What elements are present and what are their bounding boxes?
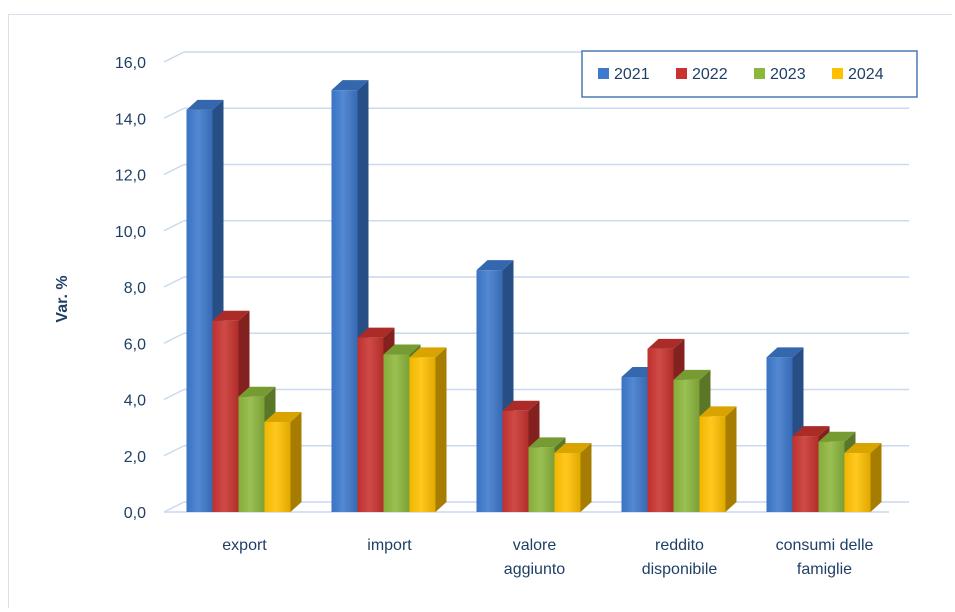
- bar-side: [435, 347, 447, 512]
- legend-swatch: [676, 68, 687, 79]
- bar-front: [383, 354, 410, 512]
- gridline-side: [163, 163, 185, 176]
- bar: [844, 442, 882, 512]
- legend-swatch: [598, 68, 609, 79]
- bar-top: [331, 80, 369, 91]
- legend-swatch: [832, 68, 843, 79]
- bar-front: [621, 377, 648, 512]
- category-label: famiglie: [797, 561, 852, 578]
- bar-front: [792, 436, 819, 512]
- legend-box: [581, 50, 918, 98]
- y-tick-label: 12,0: [115, 168, 146, 185]
- bar-front: [186, 109, 213, 512]
- category-label: valore: [513, 537, 557, 554]
- gridline-side: [163, 501, 185, 513]
- legend-label: 2022: [692, 66, 728, 83]
- bar-top: [357, 327, 395, 338]
- y-tick-label: 4,0: [124, 393, 146, 410]
- bar-top: [186, 99, 224, 110]
- bar-front: [528, 447, 555, 512]
- gridline-side: [163, 445, 185, 457]
- bar-front: [331, 90, 358, 512]
- bar-top: [476, 260, 514, 271]
- category-label: reddito: [655, 537, 704, 554]
- bar-front: [818, 441, 845, 512]
- category-label: export: [222, 537, 267, 554]
- y-tick-label: 2,0: [124, 449, 146, 466]
- gridline-side: [163, 388, 185, 401]
- chart-frame: 0,0 2,0 4,0 6,0 8,0 10,0 12,0 14,0 16,0 export im…: [8, 14, 952, 608]
- bar-front: [264, 422, 291, 512]
- bar-front: [647, 348, 674, 512]
- bar-side: [290, 412, 302, 512]
- y-tick-label: 6,0: [124, 336, 146, 353]
- bar-top: [699, 406, 737, 417]
- bar: [264, 412, 302, 512]
- bar-top: [673, 369, 711, 380]
- bar-top: [554, 442, 592, 453]
- bar-chart: 0,0 2,0 4,0 6,0 8,0 10,0 12,0 14,0 16,0 export im…: [54, 50, 918, 578]
- y-axis-ticks: 0,0 2,0 4,0 6,0 8,0 10,0 12,0 14,0 16,0: [115, 55, 146, 522]
- bar-front: [238, 396, 265, 512]
- bar-top: [818, 431, 856, 442]
- bar-front: [409, 357, 436, 512]
- gridline-side: [163, 220, 185, 232]
- gridline-side: [163, 332, 185, 344]
- legend-label: 2021: [614, 66, 650, 83]
- y-tick-label: 14,0: [115, 111, 146, 128]
- bar-front: [766, 357, 793, 512]
- bar-front: [476, 270, 503, 512]
- gridline-side: [163, 276, 185, 288]
- bar-top: [212, 310, 250, 321]
- y-tick-label: 10,0: [115, 224, 146, 241]
- bar-top: [264, 412, 302, 422]
- category-label: aggiunto: [504, 561, 565, 578]
- bar-front: [554, 452, 581, 512]
- bar-top: [502, 400, 540, 411]
- bar-side: [870, 442, 882, 512]
- legend-label: 2023: [770, 66, 806, 83]
- category-label: disponibile: [642, 561, 718, 578]
- bar: [554, 442, 592, 512]
- bar-top: [766, 347, 804, 358]
- bar: [699, 406, 737, 512]
- y-tick-label: 16,0: [115, 55, 146, 72]
- y-tick-label: 8,0: [124, 280, 146, 297]
- legend-label: 2024: [848, 66, 884, 83]
- bar-top: [528, 437, 566, 448]
- bar-top: [844, 442, 882, 453]
- bar-front: [673, 379, 700, 512]
- y-tick-label: 0,0: [124, 505, 146, 522]
- x-axis-categories: export import valore aggiunto reddito disponi…: [222, 537, 873, 578]
- bar-front: [844, 452, 871, 512]
- bar-side: [725, 406, 737, 512]
- bar-top: [409, 347, 447, 358]
- y-axis-label: Var. %: [54, 275, 71, 322]
- bar-front: [502, 410, 529, 512]
- legend: 2021 2022 2023 2024: [581, 50, 918, 98]
- gridline-side: [163, 107, 185, 119]
- bar: [409, 347, 447, 512]
- bar-front: [357, 337, 384, 512]
- bar-side: [580, 442, 592, 512]
- gridline-side: [163, 51, 185, 63]
- bar-front: [699, 416, 726, 512]
- bar-top: [383, 344, 421, 355]
- legend-swatch: [754, 68, 765, 79]
- bars: [186, 80, 882, 512]
- category-label: import: [367, 537, 412, 554]
- bar-top: [238, 386, 276, 397]
- category-label: consumi delle: [776, 537, 874, 554]
- bar-top: [792, 426, 830, 437]
- bar-front: [212, 320, 239, 512]
- bar-top: [647, 338, 685, 349]
